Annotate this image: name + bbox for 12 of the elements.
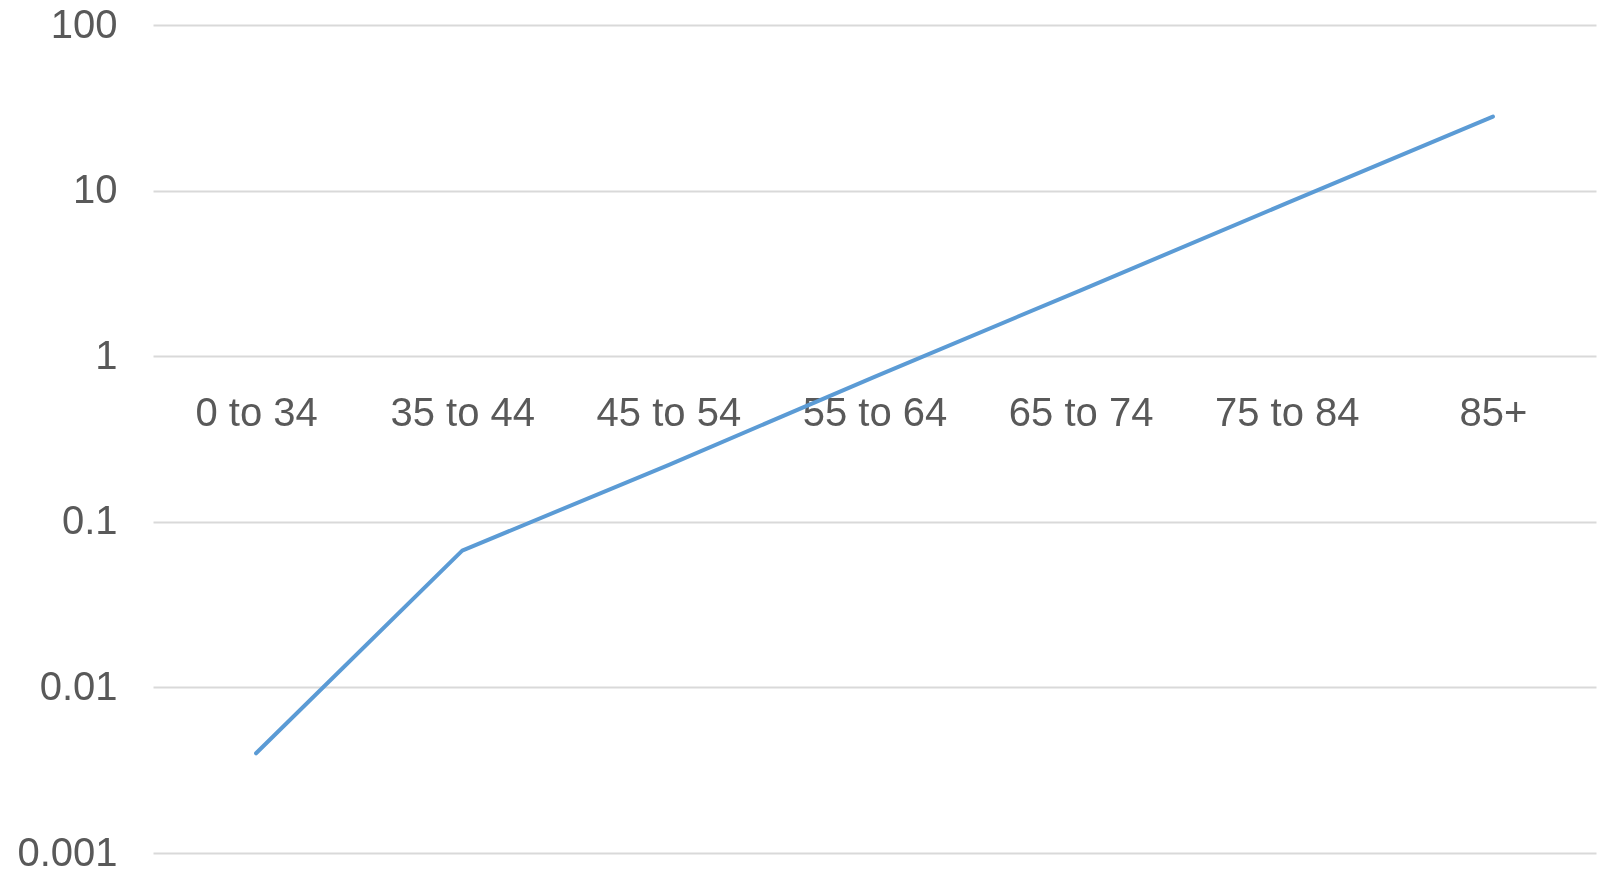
- x-tick-label: 0 to 34: [195, 389, 318, 434]
- y-tick-label: 1: [95, 332, 118, 377]
- y-tick-label: 0.1: [61, 498, 118, 543]
- y-tick-label: 0.01: [39, 663, 118, 708]
- x-tick-label: 45 to 54: [596, 389, 742, 434]
- y-tick-label: 0.001: [17, 829, 118, 873]
- y-tick-label: 10: [73, 167, 118, 212]
- x-tick-label: 85+: [1459, 389, 1528, 434]
- x-tick-label: 75 to 84: [1215, 389, 1360, 434]
- x-tick-label: 65 to 74: [1008, 389, 1154, 434]
- y-tick-label: 100: [50, 1, 118, 46]
- x-tick-label: 35 to 44: [390, 389, 535, 434]
